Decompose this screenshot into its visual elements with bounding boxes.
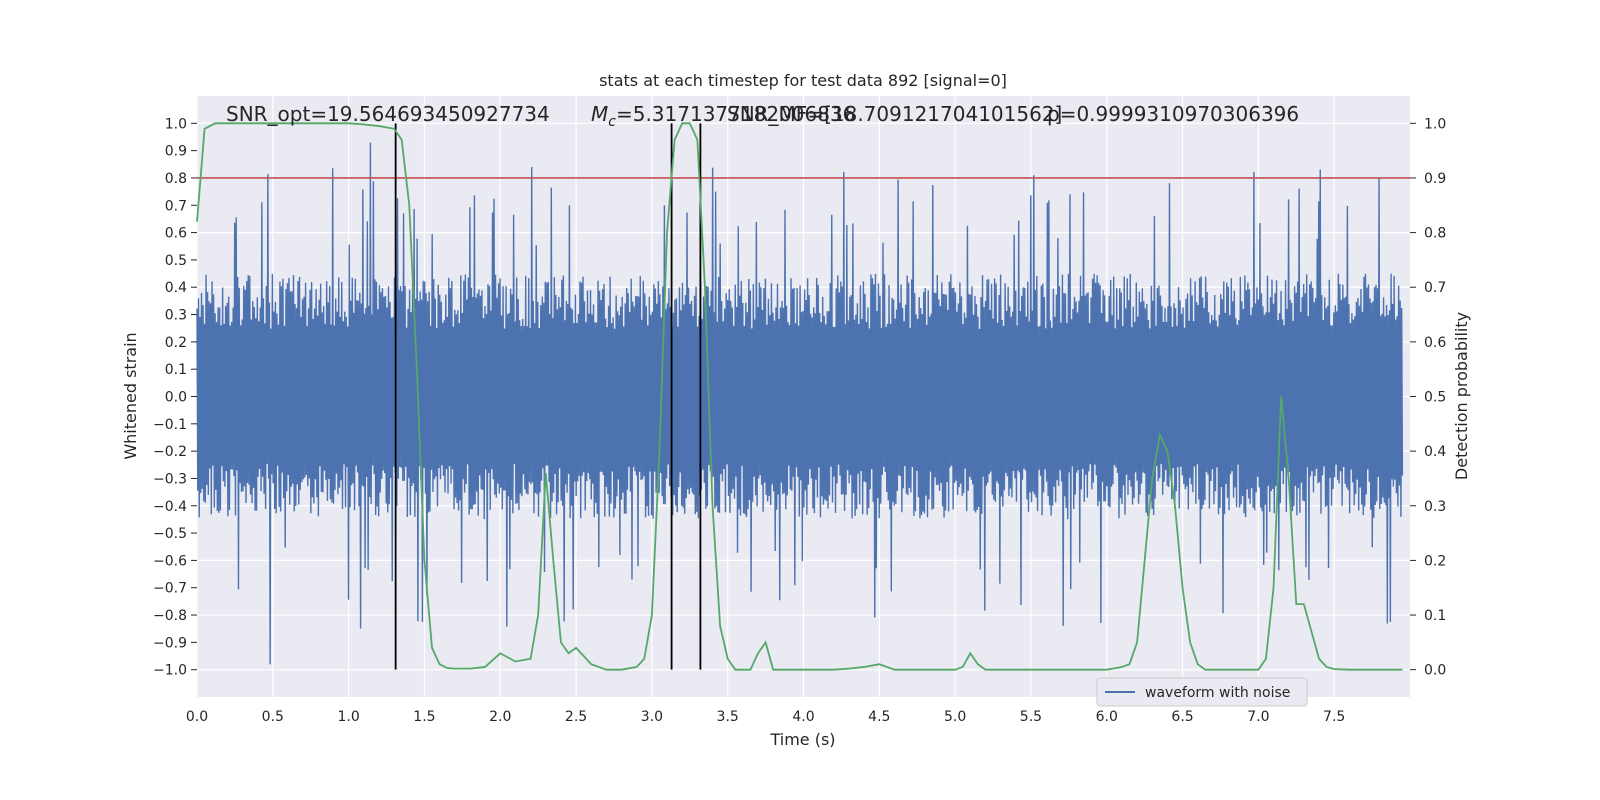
annotation-mc-subscript: c [608,114,616,130]
y-left-tick-label-5: −0.5 [153,526,187,542]
x-tick-label-13: 6.5 [1171,709,1193,725]
y-left-tick-label-20: 1.0 [165,116,187,132]
x-axis-label: Time (s) [769,730,835,749]
y-left-axis-ticks: −1.0 −0.9 −0.8 −0.7 −0.6 −0.5 −0.4 −0.3 −0.2 −0.1… [153,116,197,679]
y-left-tick-label-18: 0.8 [165,171,187,187]
x-tick-label-15: 7.5 [1323,709,1345,725]
annotation-p: p=0.9999310970306396 [1047,102,1299,126]
y-right-axis-ticks: 0.0 0.1 0.2 0.3 0.4 0.5 0.6 0.7 0.8 0.9 1.0 [1410,116,1446,679]
x-tick-label-7: 3.5 [717,709,739,725]
x-tick-label-9: 4.5 [868,709,890,725]
annotation-snr-mf: SNR_MF=[18.709121704101562] [727,102,1062,126]
x-tick-label-12: 6.0 [1096,709,1118,725]
y-right-tick-label-8: 0.8 [1424,226,1446,242]
x-tick-label-3: 1.5 [413,709,435,725]
detection-probability-line [196,122,1403,671]
annotation-snr-opt: SNR_opt=19.564693450927734 [226,102,550,126]
y-left-axis-label: Whitened strain [121,332,140,459]
y-left-tick-label-6: −0.4 [153,499,187,515]
annotation-mc-symbol: M [591,102,608,126]
annotation-mc-value: =5.3171377182006836 [616,102,855,126]
y-left-tick-label-10: 0.0 [165,390,187,406]
y-left-tick-label-12: 0.2 [165,335,187,351]
y-right-axis-label: Detection probability [1452,312,1471,480]
y-right-tick-label-7: 0.7 [1424,280,1446,296]
y-right-tick-label-5: 0.5 [1424,390,1446,406]
y-left-tick-label-17: 0.7 [165,198,187,214]
x-tick-label-10: 5.0 [944,709,966,725]
y-left-tick-label-8: −0.2 [153,444,187,460]
y-left-tick-label-19: 0.9 [165,144,187,160]
x-axis-ticks: 0.0 0.5 1.0 1.5 2.0 2.5 3.0 3.5 4.0 4.5 5.0 5.5 6.0 6… [186,709,1345,725]
detection-probability-series [196,122,1403,671]
y-left-tick-label-3: −0.7 [153,581,187,597]
y-left-tick-label-0: −1.0 [153,663,187,679]
x-tick-label-5: 2.5 [565,709,587,725]
y-left-tick-label-7: −0.3 [153,471,187,487]
y-left-tick-label-4: −0.6 [153,553,187,569]
y-left-tick-label-2: −0.8 [153,608,187,624]
annotation-mc: Mc=5.3171377182006836 [591,102,855,130]
y-right-tick-label-0: 0.0 [1424,663,1446,679]
y-left-tick-label-11: 0.1 [165,362,187,378]
legend-box [1096,677,1308,707]
y-right-tick-label-9: 0.9 [1424,171,1446,187]
y-left-tick-label-15: 0.5 [165,253,187,269]
legend: waveform with noise [1096,677,1308,707]
waveform-line [196,142,1404,665]
y-right-tick-label-1: 0.1 [1424,608,1446,624]
chart-title: stats at each timestep for test data 892… [599,71,1007,90]
x-tick-label-8: 4.0 [792,709,814,725]
x-tick-label-2: 1.0 [337,709,359,725]
y-left-tick-label-1: −0.9 [153,635,187,651]
y-right-tick-label-6: 0.6 [1424,335,1446,351]
legend-label-waveform: waveform with noise [1145,685,1290,701]
x-tick-label-4: 2.0 [489,709,511,725]
x-tick-label-6: 3.0 [641,709,663,725]
y-left-tick-label-9: −0.1 [153,417,187,433]
y-right-tick-label-4: 0.4 [1424,444,1446,460]
y-right-tick-label-2: 0.2 [1424,553,1446,569]
y-left-tick-label-13: 0.3 [165,308,187,324]
y-left-tick-label-16: 0.6 [165,226,187,242]
y-left-tick-label-14: 0.4 [165,280,187,296]
x-tick-label-11: 5.5 [1020,709,1042,725]
y-right-tick-label-10: 1.0 [1424,116,1446,132]
x-tick-label-1: 0.5 [262,709,284,725]
y-right-tick-label-3: 0.3 [1424,499,1446,515]
x-tick-label-0: 0.0 [186,709,208,725]
waveform-series [196,142,1404,665]
x-tick-label-14: 7.0 [1247,709,1269,725]
